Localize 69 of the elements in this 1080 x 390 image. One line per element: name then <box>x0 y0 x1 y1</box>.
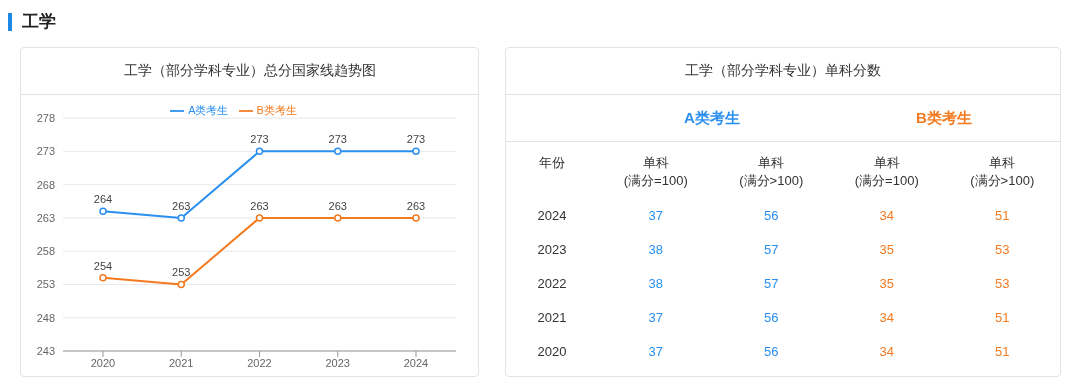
y-tick-label: 2023 <box>536 240 568 259</box>
data-label: 34 <box>878 342 895 361</box>
data-label: 37 <box>647 308 664 327</box>
data-label: 34 <box>878 308 895 327</box>
data-label: 51 <box>994 342 1011 361</box>
legend-label: A类考生 <box>188 104 229 116</box>
data-label: 56 <box>763 206 780 225</box>
data-label: 37 <box>647 206 664 225</box>
data-label: 263 <box>406 199 426 212</box>
x-tick-label: 2023 <box>325 356 350 369</box>
data-label: 34 <box>878 206 895 225</box>
x-tick-label: 单科 (满分=100) <box>853 154 920 190</box>
point <box>99 207 107 216</box>
data-label: 264 <box>93 193 113 206</box>
data-label: 253 <box>172 266 191 279</box>
point <box>177 214 185 222</box>
point <box>99 274 107 282</box>
data-label: 273 <box>328 133 347 146</box>
y-tick-label: 2024 <box>536 206 568 225</box>
point <box>255 214 264 222</box>
text: 工学 <box>22 11 56 33</box>
y-tick-label: 258 <box>36 245 55 258</box>
point <box>412 214 420 222</box>
point <box>334 214 342 222</box>
x-tick-label: 单科 (满分=100) <box>622 154 689 190</box>
y-axis-title: 年份 <box>538 154 566 172</box>
data-label: 37 <box>647 342 664 361</box>
legend-label: B类考生 <box>256 104 297 116</box>
y-tick-label: 278 <box>36 112 55 124</box>
data-label: 57 <box>763 274 780 293</box>
data-label: 53 <box>994 240 1011 259</box>
data-label: 254 <box>93 259 113 272</box>
data-label: 56 <box>763 342 780 361</box>
point <box>177 280 185 289</box>
x-tick-label: 2020 <box>90 356 116 369</box>
data-label: 263 <box>172 199 191 212</box>
chart-title: 工学（部分学科专业）总分国家线趋势图 <box>21 48 478 95</box>
data-label: 263 <box>250 199 269 212</box>
y-tick-label: 243 <box>36 344 55 357</box>
data-label: 273 <box>406 133 426 146</box>
data-label: 57 <box>763 240 780 259</box>
data-label: 273 <box>250 133 269 146</box>
y-tick-label: 253 <box>36 278 55 291</box>
point <box>334 147 342 156</box>
data-label: 51 <box>994 206 1011 225</box>
text: A类考生 <box>683 108 741 128</box>
point <box>412 147 420 156</box>
chart-title: 工学（部分学科专业）单科分数 <box>506 48 1060 95</box>
x-tick-label: 2021 <box>169 356 194 369</box>
text: B类考生 <box>915 108 973 128</box>
x-tick-label: 2022 <box>247 356 272 369</box>
y-tick-label: 273 <box>36 145 55 158</box>
y-tick-label: 268 <box>36 178 55 191</box>
data-label: 51 <box>994 308 1011 327</box>
data-label: 56 <box>763 308 780 327</box>
x-tick-label: 单科 (满分>100) <box>738 154 805 190</box>
data-label: 38 <box>647 274 664 293</box>
x-tick-label: 单科 (满分>100) <box>969 154 1036 190</box>
y-tick-label: 263 <box>36 211 55 224</box>
data-label: 35 <box>878 240 895 259</box>
x-tick-label: 2024 <box>403 356 429 369</box>
data-label: 38 <box>647 240 664 259</box>
data-label: 263 <box>328 199 347 212</box>
point <box>255 147 264 156</box>
y-tick-label: 2021 <box>536 308 568 327</box>
data-label: 53 <box>994 274 1011 293</box>
y-tick-label: 2022 <box>536 274 568 293</box>
y-tick-label: 248 <box>36 311 55 324</box>
data-label: 35 <box>878 274 895 293</box>
